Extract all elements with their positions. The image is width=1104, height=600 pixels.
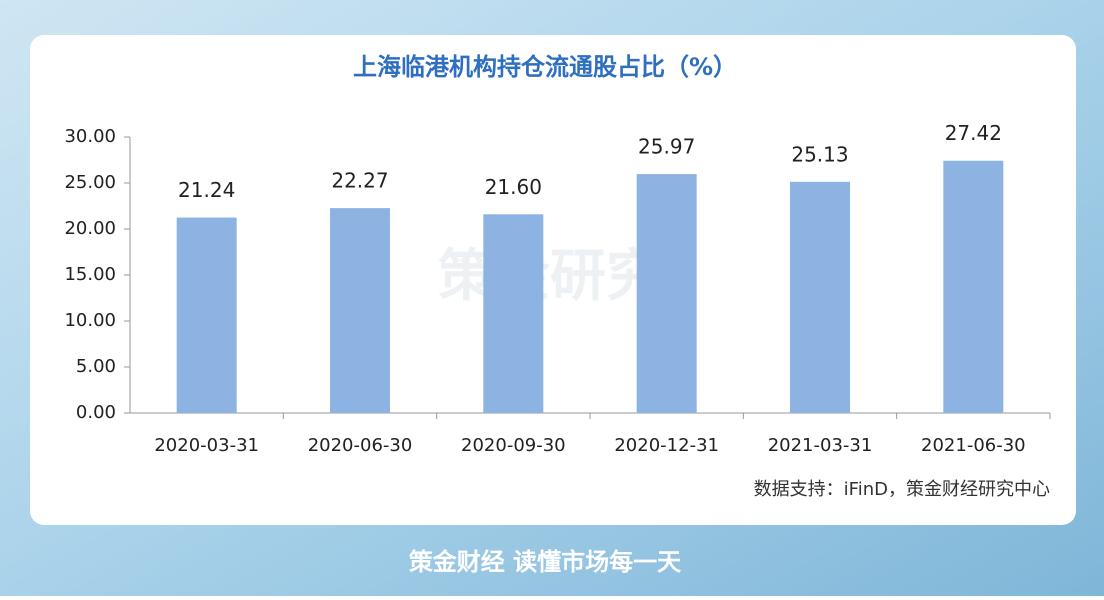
bar: [790, 181, 850, 413]
y-tick-label: 5.00: [76, 356, 116, 377]
bar: [636, 174, 697, 413]
x-tick-label: 2020-09-30: [461, 435, 566, 456]
footer: 策金财经 读懂市场每一天: [409, 548, 681, 576]
bar: [943, 160, 1004, 413]
value-label: 21.24: [178, 178, 235, 202]
y-tick-label: 25.00: [64, 172, 116, 193]
x-tick-label: 2021-03-31: [768, 435, 873, 456]
value-label: 22.27: [331, 169, 388, 193]
bar: [176, 217, 237, 413]
value-label: 25.97: [638, 135, 695, 159]
y-tick-label: 15.00: [64, 264, 116, 285]
y-tick-label: 30.00: [64, 126, 116, 147]
x-tick-label: 2020-12-31: [614, 435, 719, 456]
value-label: 21.60: [485, 175, 542, 199]
bar: [483, 214, 544, 413]
value-label: 25.13: [791, 142, 848, 166]
bar: [330, 208, 390, 413]
y-tick-label: 0.00: [76, 402, 116, 423]
y-tick-label: 10.00: [64, 310, 116, 331]
y-tick-label: 20.00: [64, 218, 116, 239]
x-tick-label: 2020-03-31: [154, 435, 259, 456]
x-tick-label: 2021-06-30: [921, 435, 1026, 456]
value-label: 27.42: [945, 121, 1002, 145]
watermark: 策金研究: [438, 244, 662, 309]
source-note: 数据支持：iFinD，策金财经研究中心: [754, 479, 1050, 500]
x-tick-label: 2020-06-30: [308, 435, 413, 456]
chart-title: 上海临港机构持仓流通股占比（%）: [353, 53, 737, 81]
